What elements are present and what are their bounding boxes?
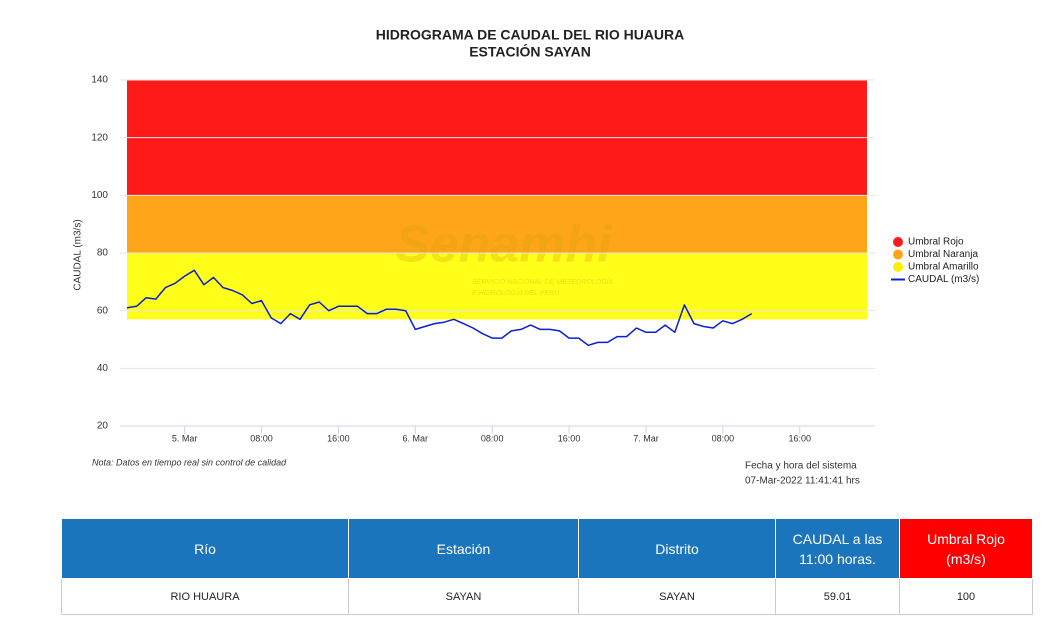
legend-label: CAUDAL (m3/s) xyxy=(908,274,979,285)
table-header: Río Estación Distrito CAUDAL a las 11:00… xyxy=(61,518,1033,579)
legend-label: Umbral Naranja xyxy=(908,249,978,260)
cell: RIO HUAURA xyxy=(61,578,349,615)
y-tick-label: 100 xyxy=(91,190,108,201)
header-cell: Río xyxy=(61,518,349,579)
threshold-band xyxy=(127,253,867,320)
x-tick-label: 6. Mar xyxy=(403,433,429,443)
watermark-sub: SERVICIO NACIONAL DE METEOROLOGÍA xyxy=(472,277,614,286)
system-time: 07-Mar-2022 11:41:41 hrs xyxy=(745,476,860,487)
table-row: RIO HUAURA SAYAN SAYAN 59.01 100 xyxy=(61,578,1033,615)
x-tick-label: 16:00 xyxy=(327,433,350,443)
legend-marker xyxy=(893,249,903,260)
y-axis-label: CAUDAL (m3/s) xyxy=(73,219,84,290)
x-tick-label: 08:00 xyxy=(712,433,735,443)
data-line xyxy=(126,269,753,347)
legend-label: Umbral Amarillo xyxy=(908,262,979,273)
x-tick-label: 7. Mar xyxy=(633,433,659,443)
header-cell: CAUDAL a las 11:00 horas. xyxy=(775,518,900,579)
cell: SAYAN xyxy=(348,578,579,615)
watermark-sub: E HIDROLOGÍA DEL PERÚ xyxy=(472,288,560,297)
y-tick-label: 120 xyxy=(91,132,108,143)
legend-label: Umbral Rojo xyxy=(908,237,964,248)
legend-marker xyxy=(893,262,903,272)
threshold-band xyxy=(127,195,867,253)
table: Río Estación Distrito CAUDAL a las 11:00… xyxy=(61,518,1033,615)
y-tick-label: 80 xyxy=(97,248,109,259)
cell: 100 xyxy=(899,578,1033,615)
x-tick-label: 5. Mar xyxy=(172,433,198,443)
watermark: Senamhi xyxy=(395,216,613,274)
header-cell: Estación xyxy=(348,518,579,579)
x-tick-label: 16:00 xyxy=(558,433,581,443)
system-time-label: Fecha y hora del sistema xyxy=(745,461,857,472)
x-tick-label: 16:00 xyxy=(788,433,811,443)
chart-subtitle: ESTACIÓN SAYAN xyxy=(469,43,591,60)
note: Nota: Datos en tiempo real sin control d… xyxy=(92,457,287,467)
cell: 59.01 xyxy=(775,578,900,615)
cell: SAYAN xyxy=(578,578,776,615)
y-tick-label: 60 xyxy=(97,305,109,316)
header-cell: Distrito xyxy=(578,518,776,579)
chart: HIDROGRAMA DE CAUDAL DEL RIO HUAURA ESTA… xyxy=(73,27,980,487)
header-cell: Umbral Rojo (m3/s) xyxy=(899,518,1033,579)
x-tick-label: 08:00 xyxy=(481,433,504,443)
y-tick-label: 20 xyxy=(97,421,109,432)
y-tick-label: 40 xyxy=(97,363,109,374)
legend-marker xyxy=(893,237,903,247)
x-tick-label: 08:00 xyxy=(250,433,273,443)
y-tick-label: 140 xyxy=(91,75,108,86)
chart-title: HIDROGRAMA DE CAUDAL DEL RIO HUAURA xyxy=(376,27,685,43)
